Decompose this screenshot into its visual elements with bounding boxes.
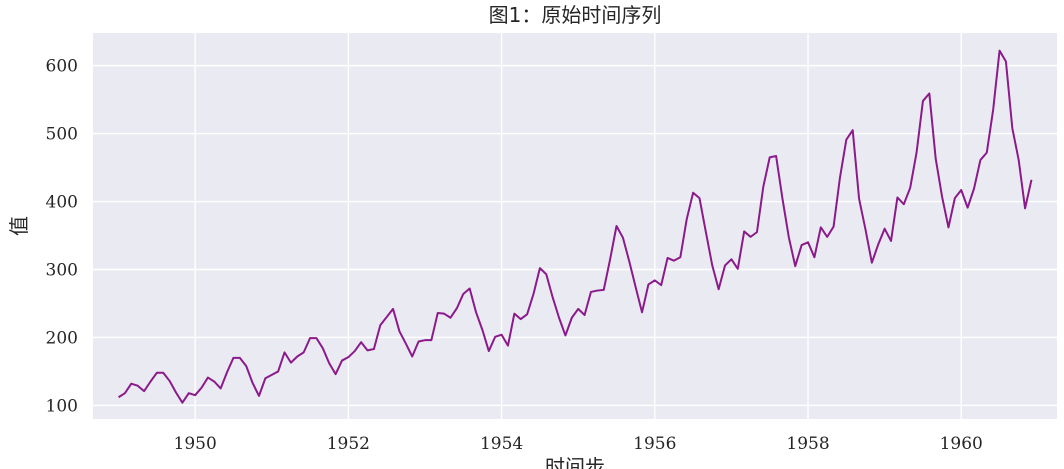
x-tick-label: 1956 <box>633 434 676 454</box>
plot-background <box>93 33 1057 419</box>
x-tick-label: 1954 <box>480 434 523 454</box>
x-tick-label: 1960 <box>940 434 983 454</box>
y-tick-label: 300 <box>46 260 78 280</box>
series-line <box>118 49 1033 404</box>
chart-title: 图1：原始时间序列 <box>489 3 662 27</box>
y-tick-label: 600 <box>46 57 78 77</box>
series-group <box>118 49 1033 404</box>
y-tick-label: 500 <box>46 125 78 145</box>
y-tick-label: 200 <box>46 328 78 348</box>
tick-labels: 1950 1952 1954 1956 1958 1960 100 200 300 400 500 6… <box>46 57 983 454</box>
y-tick-label: 400 <box>46 193 78 213</box>
x-tick-label: 1952 <box>327 434 370 454</box>
y-axis-title: 值 <box>7 216 31 236</box>
x-axis-title: 时间步 <box>545 455 605 469</box>
x-tick-label: 1958 <box>786 434 829 454</box>
y-tick-label: 100 <box>46 396 78 416</box>
x-tick-label: 1950 <box>174 434 217 454</box>
